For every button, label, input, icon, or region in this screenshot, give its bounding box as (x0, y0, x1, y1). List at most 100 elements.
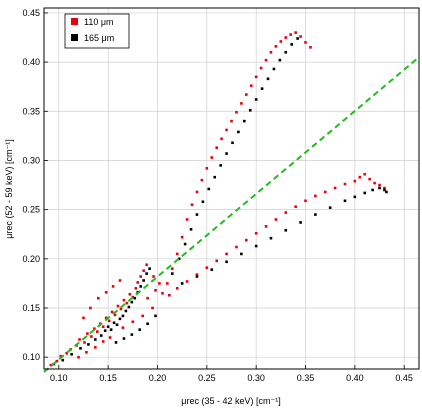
point-110um (59, 354, 63, 358)
point-165um (142, 279, 145, 282)
point-110um (118, 279, 122, 282)
point-110um (264, 225, 268, 228)
grid-lines (44, 8, 419, 369)
point-110um (85, 350, 88, 354)
point-165um (299, 221, 302, 224)
point-165um (353, 195, 357, 199)
point-165um (371, 188, 374, 192)
point-165um (254, 244, 258, 248)
point-110um (254, 75, 258, 79)
point-110um (284, 36, 288, 39)
point-110um (185, 280, 189, 283)
point-110um (121, 326, 125, 329)
point-165um (314, 213, 317, 216)
point-110um (90, 335, 93, 338)
point-110um (225, 252, 228, 256)
point-165um (266, 77, 270, 81)
point-110um (378, 183, 381, 187)
point-165um (112, 321, 116, 325)
point-110um (145, 263, 148, 267)
point-110um (113, 313, 117, 317)
point-165um (124, 309, 128, 313)
point-165um (207, 187, 211, 191)
x-axis-label: μrec (35 - 42 keV) [cm⁻¹] (181, 396, 280, 406)
point-165um (106, 325, 110, 329)
point-110um (141, 314, 144, 318)
point-110um (245, 93, 248, 96)
point-165um (272, 67, 276, 71)
point-110um (215, 146, 218, 149)
point-110um (55, 359, 59, 363)
point-110um (89, 306, 92, 310)
point-110um (128, 292, 132, 296)
point-110um (343, 182, 347, 186)
point-110um (269, 50, 273, 54)
point-110um (161, 291, 164, 295)
x-tick-label: 0.40 (346, 373, 364, 383)
point-165um (127, 305, 131, 309)
point-165um (139, 285, 143, 288)
legend: 110 μm 165 μm (64, 13, 130, 49)
point-110um (383, 186, 386, 190)
point-110um (134, 287, 138, 290)
point-165um (103, 329, 107, 332)
point-110um (368, 177, 371, 181)
point-110um (353, 179, 357, 183)
point-165um (343, 199, 347, 203)
point-165um (254, 98, 258, 101)
point-165um (170, 272, 174, 275)
point-165um (231, 141, 234, 145)
point-110um (205, 266, 209, 269)
point-110um (230, 119, 233, 123)
legend-swatch-110 (71, 18, 78, 25)
point-110um (116, 304, 120, 308)
point-110um (259, 66, 263, 70)
point-110um (195, 273, 199, 276)
data-points (49, 31, 388, 367)
point-165um (385, 190, 388, 194)
point-165um (130, 300, 134, 304)
point-110um (93, 327, 96, 330)
point-110um (235, 110, 238, 114)
point-110um (240, 102, 243, 105)
point-110um (142, 269, 145, 272)
point-165um (146, 322, 149, 326)
point-110um (49, 363, 53, 367)
point-165um (114, 341, 118, 344)
point-165um (195, 275, 199, 278)
point-165um (61, 358, 65, 362)
point-110um (200, 178, 204, 182)
x-tick-label: 0.45 (395, 373, 413, 383)
y-axis-label: μrec (52 - 59 keV) [cm⁻¹] (4, 139, 14, 238)
point-165um (243, 119, 246, 123)
point-110um (86, 332, 89, 335)
point-165um (240, 252, 243, 256)
point-110um (195, 190, 199, 194)
point-110um (274, 218, 278, 221)
point-110um (101, 340, 105, 343)
point-165um (109, 328, 113, 331)
point-110um (94, 346, 97, 349)
point-110um (136, 281, 140, 284)
point-110um (110, 310, 114, 314)
point-110um (95, 330, 99, 333)
point-110um (175, 287, 179, 290)
point-110um (333, 186, 337, 190)
point-110um (83, 341, 86, 344)
point-165um (225, 260, 228, 264)
point-110um (166, 282, 169, 285)
y-tick-label: 0.35 (22, 106, 40, 116)
point-110um (249, 84, 253, 88)
point-110um (299, 35, 302, 38)
point-110um (154, 289, 157, 292)
point-110um (215, 259, 218, 263)
x-tick-label: 0.30 (247, 373, 265, 383)
point-110um (254, 231, 258, 235)
point-110um (108, 336, 112, 339)
reference-line (43, 56, 420, 373)
point-110um (304, 41, 307, 44)
point-165um (328, 206, 332, 209)
point-165um (94, 338, 97, 341)
point-110um (152, 275, 155, 278)
point-110um (122, 298, 126, 302)
